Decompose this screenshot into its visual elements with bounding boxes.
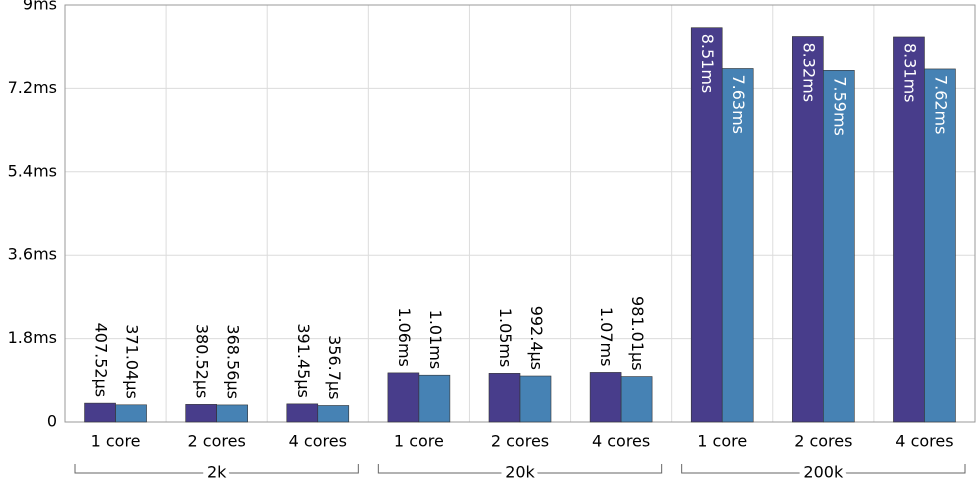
- bar: [589, 372, 622, 423]
- bar: [924, 68, 956, 423]
- y-tick-label: 9ms: [23, 0, 57, 14]
- bar: [690, 27, 723, 423]
- value-label: 356.7μs: [325, 335, 344, 399]
- x-tick-label: 4 cores: [895, 432, 953, 451]
- group-bracket: [74, 464, 359, 474]
- value-label: 1.01ms: [426, 310, 445, 370]
- x-tick-label: 4 cores: [289, 432, 347, 451]
- x-tick-label: 2 cores: [491, 432, 549, 451]
- x-tick-label: 2 cores: [794, 432, 852, 451]
- bar: [185, 404, 217, 423]
- value-label: 1.05ms: [496, 308, 515, 368]
- bar: [418, 374, 451, 423]
- value-label: 7.62ms: [931, 75, 950, 135]
- value-label: 7.59ms: [830, 76, 849, 136]
- value-label: 391.45μs: [294, 323, 313, 398]
- bar: [387, 372, 420, 423]
- value-label: 380.52μs: [193, 324, 212, 399]
- value-label: 371.04μs: [123, 324, 142, 399]
- x-tick-label: 2 cores: [188, 432, 246, 451]
- bar: [488, 373, 521, 423]
- bar: [519, 375, 552, 423]
- y-tick-label: 3.6ms: [8, 245, 57, 264]
- y-tick-label: 5.4ms: [8, 161, 57, 180]
- value-label: 1.06ms: [395, 307, 414, 367]
- y-tick-label: 1.8ms: [8, 328, 57, 347]
- y-tick-label: 0: [47, 412, 57, 431]
- bar: [115, 404, 147, 423]
- x-tick-label: 1 core: [394, 432, 444, 451]
- x-tick-label: 4 cores: [592, 432, 650, 451]
- group-bracket: [377, 464, 663, 474]
- value-label: 1.07ms: [597, 307, 616, 367]
- group-label: 2k: [207, 463, 227, 481]
- value-label: 368.56μs: [224, 324, 243, 399]
- value-label: 992.4μs: [527, 306, 546, 370]
- x-tick-label: 1 core: [697, 432, 747, 451]
- bar: [216, 404, 248, 423]
- value-label: 407.52μs: [92, 323, 111, 398]
- bar: [286, 403, 319, 423]
- group-label: 20k: [505, 463, 535, 481]
- bar: [317, 405, 350, 423]
- bar: [620, 376, 653, 423]
- value-label: 981.01μs: [628, 296, 647, 371]
- bar: [84, 402, 116, 423]
- bar: [823, 70, 855, 423]
- x-tick-label: 1 core: [91, 432, 141, 451]
- y-tick-label: 7.2ms: [8, 78, 57, 97]
- bar: [721, 68, 754, 423]
- group-label: 200k: [803, 463, 844, 481]
- value-label: 8.32ms: [799, 43, 818, 103]
- group-bracket: [681, 464, 966, 474]
- value-label: 8.31ms: [900, 43, 919, 103]
- value-label: 7.63ms: [729, 74, 748, 134]
- bar: [792, 36, 824, 423]
- bar: [893, 36, 925, 423]
- value-label: 8.51ms: [698, 34, 717, 94]
